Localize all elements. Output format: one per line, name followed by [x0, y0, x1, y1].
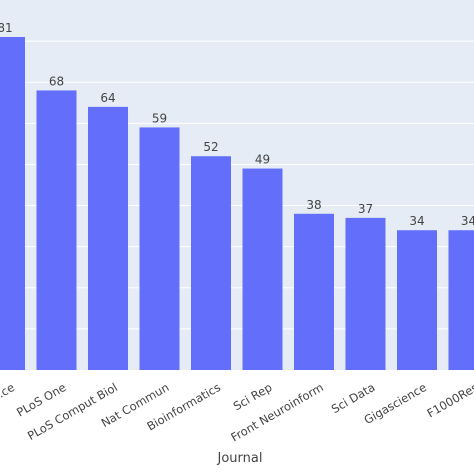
bar — [191, 156, 231, 370]
bars — [0, 37, 474, 370]
x-axis-title: Journal — [217, 451, 263, 466]
plot-background — [0, 0, 474, 370]
bar — [36, 90, 77, 370]
bar — [345, 217, 386, 370]
x-tick-label: ...ce — [0, 380, 17, 404]
bar-value-label: 81 — [0, 21, 13, 35]
bar — [242, 168, 283, 370]
bar — [448, 230, 474, 370]
bar-value-label: 64 — [100, 91, 115, 105]
bar-value-label: 38 — [306, 198, 321, 212]
bar — [88, 106, 128, 370]
x-tick-label: Sci Rep — [231, 380, 275, 413]
bar-value-label: 34 — [409, 214, 424, 228]
bar-value-label: 37 — [358, 202, 373, 216]
x-tick-label: Front Neuroinform — [228, 380, 326, 444]
bar — [139, 127, 180, 370]
bar-value-label: 59 — [152, 111, 167, 125]
bar — [294, 213, 334, 370]
bar-value-labels: 81 68 64 59 52 49 38 37 34 34 — [0, 21, 474, 228]
x-tick-label: F1000Res — [425, 380, 474, 420]
bar-value-label: 52 — [203, 140, 218, 154]
gridlines — [0, 40, 474, 330]
bar-value-label: 49 — [255, 153, 270, 167]
bar-value-label: 68 — [49, 74, 64, 88]
bar — [397, 230, 437, 370]
bar — [0, 37, 25, 370]
bar-value-label: 34 — [461, 214, 474, 228]
x-tick-label: PLoS Comput Biol — [25, 380, 120, 443]
